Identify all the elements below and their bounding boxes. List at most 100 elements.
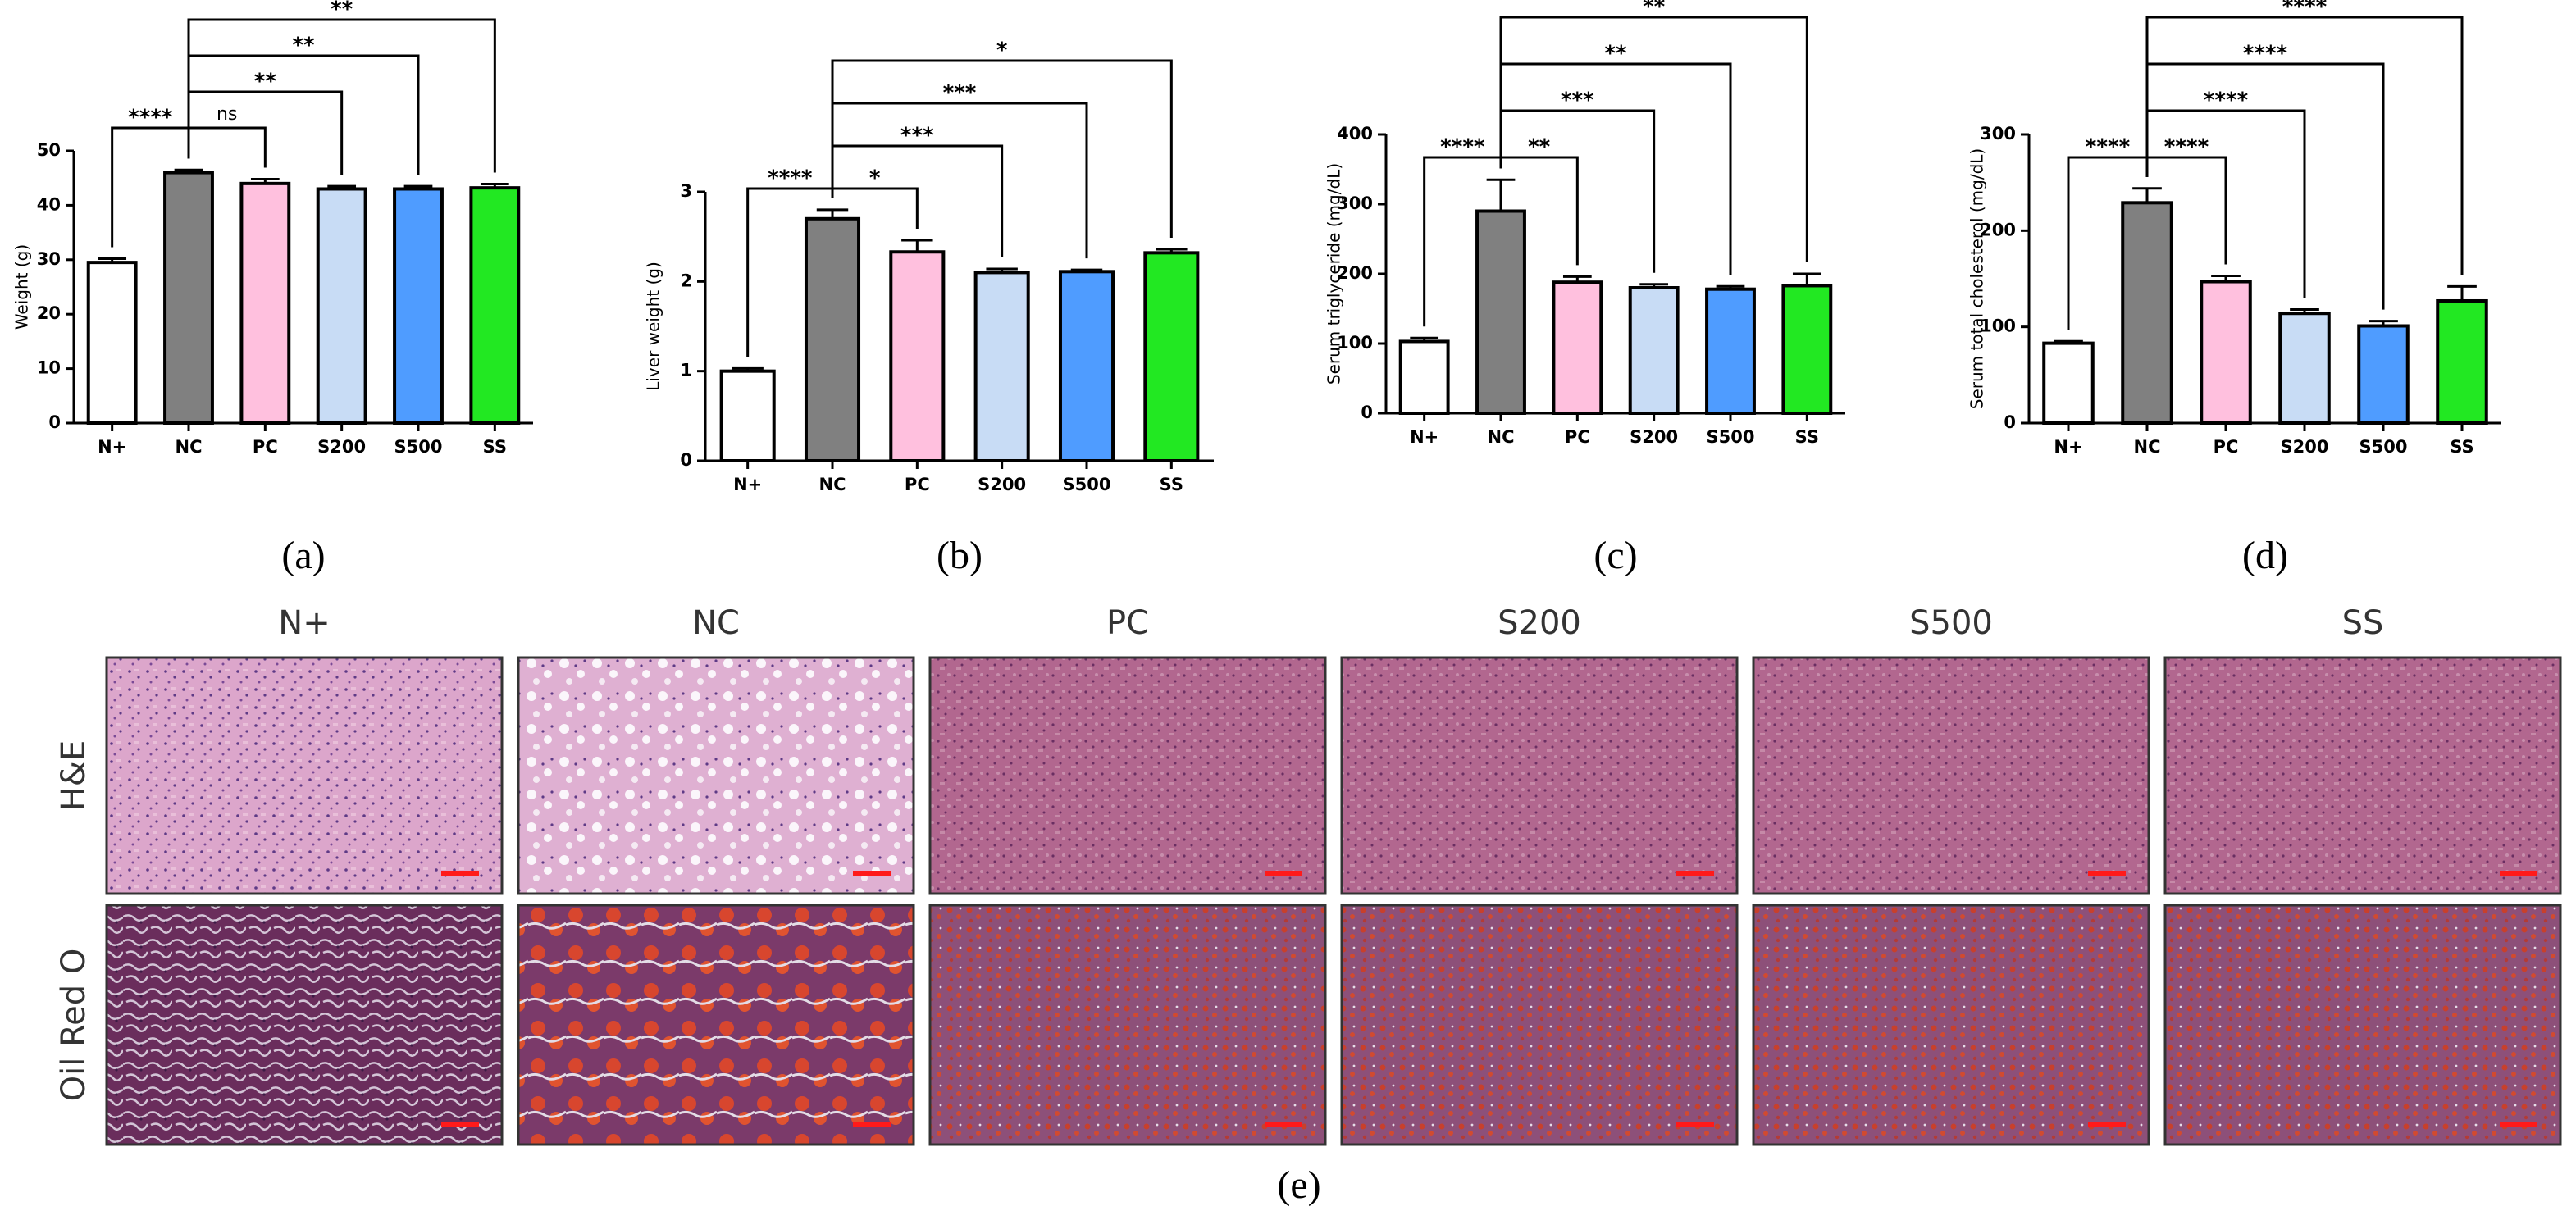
significance-bracket bbox=[187, 18, 496, 173]
y-tick-label: 300 bbox=[1980, 124, 2016, 143]
row-label: Oil Red O bbox=[55, 949, 93, 1102]
x-tick-label: SS bbox=[483, 437, 507, 457]
bar bbox=[2042, 341, 2095, 426]
bar bbox=[2278, 312, 2331, 425]
significance-label: **** bbox=[2164, 135, 2209, 160]
x-tick-label: PC bbox=[905, 475, 930, 494]
y-tick-label: 2 bbox=[680, 271, 692, 290]
significance-label: ** bbox=[1643, 0, 1666, 20]
panel-label: (c) bbox=[1593, 534, 1637, 577]
scale-bar bbox=[853, 1122, 891, 1127]
significance-bracket bbox=[2145, 16, 2464, 275]
bar bbox=[2121, 201, 2173, 425]
significance-label: *** bbox=[1561, 89, 1594, 113]
panel-label: (a) bbox=[281, 534, 325, 577]
bar bbox=[239, 181, 291, 425]
significance-label: ** bbox=[331, 0, 353, 22]
y-axis-title: Serum triglyceride (mg/dL) bbox=[1324, 163, 1344, 385]
y-tick-label: 0 bbox=[1361, 403, 1373, 422]
significance-label: ** bbox=[254, 70, 277, 94]
bar bbox=[163, 171, 214, 425]
micrograph bbox=[928, 904, 1327, 1146]
bar bbox=[973, 271, 1030, 462]
y-tick-label: 0 bbox=[2004, 412, 2016, 432]
micrograph bbox=[105, 904, 504, 1146]
bar bbox=[1552, 280, 1603, 416]
bar bbox=[1781, 284, 1833, 416]
scale-bar bbox=[441, 1122, 479, 1127]
y-tick-label: 100 bbox=[1980, 316, 2016, 336]
micrograph bbox=[1340, 656, 1739, 895]
bar bbox=[804, 216, 861, 462]
row-label: H&E bbox=[55, 740, 93, 812]
scale-bar bbox=[1265, 1122, 1302, 1127]
bar bbox=[2200, 280, 2252, 425]
y-tick-label: 30 bbox=[37, 249, 61, 269]
y-axis-title: Serum total cholesterol (mg/dL) bbox=[1967, 148, 1987, 409]
significance-label: * bbox=[996, 39, 1008, 63]
micrograph bbox=[1340, 904, 1739, 1146]
x-tick-label: SS bbox=[1795, 427, 1819, 447]
bar bbox=[719, 369, 776, 462]
significance-label: ** bbox=[1604, 42, 1627, 66]
significance-bracket bbox=[1499, 16, 1808, 262]
y-tick-label: 1 bbox=[680, 361, 692, 380]
scale-bar bbox=[853, 871, 891, 876]
bar bbox=[86, 261, 138, 425]
bar bbox=[889, 250, 946, 462]
y-tick-label: 20 bbox=[37, 303, 61, 323]
x-tick-label: S200 bbox=[317, 437, 366, 457]
x-tick-label: N+ bbox=[733, 475, 762, 494]
y-axis-title: Weight (g) bbox=[12, 244, 32, 330]
x-tick-label: S500 bbox=[2359, 437, 2408, 457]
scale-bar bbox=[1676, 871, 1714, 876]
significance-bracket bbox=[187, 126, 267, 168]
significance-label: *** bbox=[900, 124, 934, 148]
micrograph bbox=[928, 656, 1327, 895]
scale-bar bbox=[2088, 871, 2126, 876]
scale-bar bbox=[2088, 1122, 2126, 1127]
y-tick-label: 40 bbox=[37, 194, 61, 214]
y-axis-title: Liver weight (g) bbox=[644, 262, 663, 391]
scale-bar bbox=[2500, 1122, 2537, 1127]
x-tick-label: N+ bbox=[2054, 437, 2082, 457]
significance-label: **** bbox=[1440, 135, 1485, 160]
bar bbox=[316, 187, 367, 425]
bar bbox=[469, 186, 521, 425]
bar bbox=[1143, 251, 1200, 463]
y-tick-label: 200 bbox=[1980, 220, 2016, 239]
x-tick-label: SS bbox=[2450, 437, 2473, 457]
x-tick-label: PC bbox=[253, 437, 278, 457]
significance-bracket bbox=[831, 59, 1173, 238]
bar bbox=[393, 187, 444, 425]
micrograph bbox=[1752, 656, 2150, 895]
significance-label: **** bbox=[768, 166, 813, 191]
significance-label: **** bbox=[2204, 89, 2249, 113]
y-tick-label: 400 bbox=[1337, 124, 1373, 143]
significance-label: *** bbox=[943, 81, 977, 106]
panel-label: (e) bbox=[1277, 1163, 1320, 1207]
micrograph bbox=[2163, 904, 2562, 1146]
bar bbox=[1398, 339, 1450, 416]
micrograph bbox=[1752, 904, 2150, 1146]
bar bbox=[2357, 324, 2410, 426]
column-label: PC bbox=[1106, 604, 1149, 642]
significance-label: ns bbox=[217, 104, 237, 125]
significance-label: ** bbox=[1528, 135, 1551, 160]
x-tick-label: N+ bbox=[1410, 427, 1438, 447]
y-tick-label: 50 bbox=[37, 140, 61, 160]
y-tick-label: 100 bbox=[1337, 333, 1373, 353]
bar bbox=[1628, 286, 1680, 415]
y-tick-label: 200 bbox=[1337, 263, 1373, 283]
bar bbox=[1058, 270, 1115, 462]
y-tick-label: 3 bbox=[680, 181, 692, 201]
micrograph bbox=[2163, 656, 2562, 895]
bar bbox=[2436, 298, 2488, 425]
x-tick-label: S200 bbox=[978, 475, 1026, 494]
column-label: N+ bbox=[278, 604, 330, 642]
x-tick-label: NC bbox=[819, 475, 846, 494]
y-tick-label: 0 bbox=[48, 412, 61, 432]
x-tick-label: NC bbox=[176, 437, 203, 457]
column-label: SS bbox=[2342, 604, 2384, 642]
